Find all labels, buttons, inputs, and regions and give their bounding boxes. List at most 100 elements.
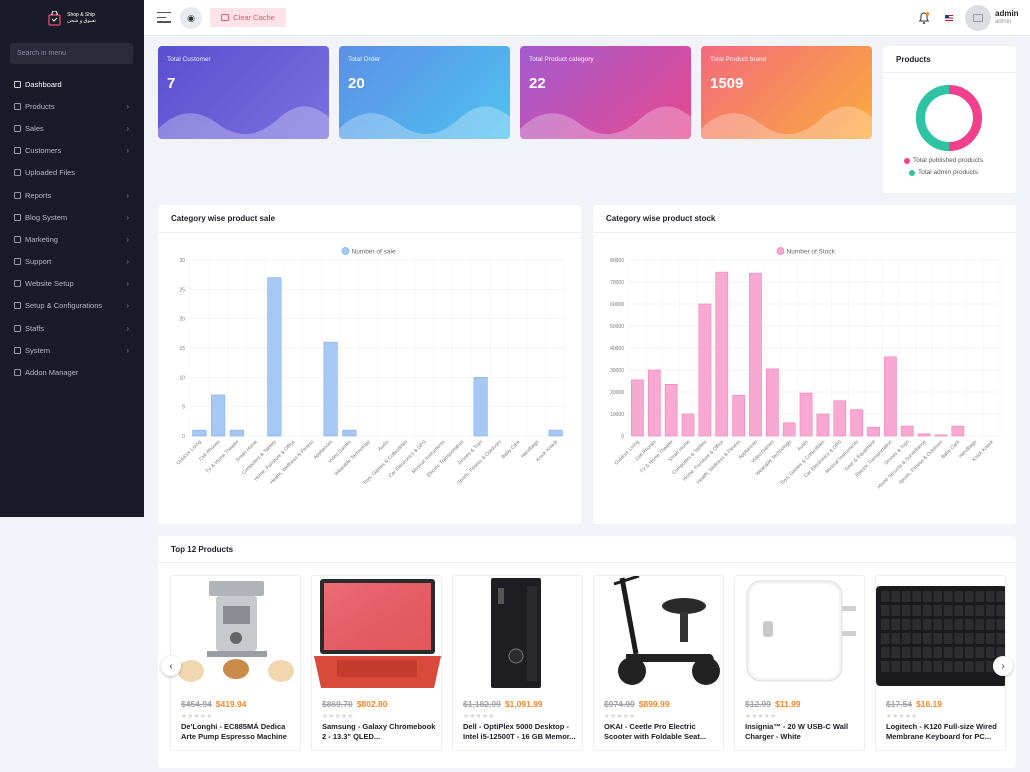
- product-card[interactable]: $1,182.99 $1,091.99 ★★★★★ Dell - OptiPlex 5…: [452, 575, 583, 751]
- bar[interactable]: [323, 341, 338, 437]
- wave-decoration: [520, 106, 691, 139]
- product-name[interactable]: Logitech - K120 Full-size Wired Membrane…: [886, 722, 997, 741]
- bar[interactable]: [715, 271, 729, 437]
- product-name[interactable]: Samsung - Galaxy Chromebook 2 - 13.3" QL…: [322, 722, 436, 741]
- stat-card-0[interactable]: Total Customer 7: [158, 46, 329, 139]
- products-donut-chart: [915, 84, 982, 151]
- sidebar-item-addon-manager[interactable]: Addon Manager: [0, 361, 144, 383]
- stat-card-2[interactable]: Total Product category 22: [520, 46, 691, 139]
- bar[interactable]: [229, 429, 244, 437]
- bar[interactable]: [749, 272, 762, 437]
- bar[interactable]: [934, 434, 948, 437]
- bar[interactable]: [816, 413, 830, 437]
- bar[interactable]: [631, 379, 644, 437]
- product-image[interactable]: [735, 576, 865, 691]
- support-icon: [14, 258, 21, 266]
- carousel-next-button[interactable]: ›: [993, 656, 1013, 676]
- chevron-right-icon: ›: [126, 146, 129, 156]
- sidebar-item-support[interactable]: Support ›: [0, 251, 144, 273]
- y-tick-label: 80000: [610, 258, 624, 264]
- sidebar-item-uploaded-files[interactable]: Uploaded Files: [0, 162, 144, 184]
- bar[interactable]: [765, 368, 779, 437]
- bar[interactable]: [900, 425, 914, 437]
- stat-value: 20: [348, 75, 365, 92]
- product-image[interactable]: [876, 576, 1006, 691]
- sale-chart-title: Category wise product sale: [171, 214, 276, 223]
- bar[interactable]: [884, 356, 897, 437]
- sidebar-item-products[interactable]: Products ›: [0, 95, 144, 117]
- sidebar-item-system[interactable]: System ›: [0, 339, 144, 361]
- legend-dot: [904, 157, 910, 164]
- sidebar: Shop & Ship تسوق و شحن Dashboard Products…: [0, 0, 144, 517]
- product-image[interactable]: [171, 576, 301, 691]
- product-name[interactable]: OKAI - Ceetle Pro Electric Scooter with …: [604, 722, 707, 741]
- sidebar-item-website-setup[interactable]: Website Setup ›: [0, 273, 144, 295]
- bar[interactable]: [211, 394, 226, 437]
- bar[interactable]: [698, 303, 712, 437]
- x-tick-label: Computers & Tablets: [241, 439, 278, 476]
- bar[interactable]: [782, 422, 796, 437]
- sidebar-item-reports[interactable]: Reports ›: [0, 184, 144, 206]
- sale-bar-chart: Number of sale 0 5 10 15 20 25 30 Outdoor Living…: [176, 247, 566, 486]
- bar[interactable]: [192, 429, 207, 437]
- globe-icon[interactable]: ◉: [180, 7, 202, 29]
- bar[interactable]: [681, 413, 695, 437]
- y-tick-label: 30: [179, 258, 185, 264]
- stat-card-1[interactable]: Total Order 20: [339, 46, 510, 139]
- avatar[interactable]: [965, 5, 991, 31]
- bar[interactable]: [647, 369, 661, 437]
- bar[interactable]: [732, 395, 745, 437]
- product-card[interactable]: $974.99 $899.99 ★★★★★ OKAI - Ceetle Pro Ele…: [593, 575, 724, 751]
- product-old-price: $869.70: [322, 699, 353, 709]
- brand-logo[interactable]: Shop & Ship تسوق و شحن: [0, 0, 144, 36]
- sidebar-item-marketing[interactable]: Marketing ›: [0, 228, 144, 250]
- bar[interactable]: [664, 384, 678, 437]
- legend-swatch: [776, 247, 785, 255]
- chevron-right-icon: ›: [126, 323, 129, 333]
- product-image[interactable]: [453, 576, 583, 691]
- sidebar-item-customers[interactable]: Customers ›: [0, 140, 144, 162]
- language-flag-icon[interactable]: [945, 15, 953, 21]
- bar[interactable]: [342, 429, 357, 437]
- bar[interactable]: [267, 277, 282, 437]
- product-card[interactable]: $12.99 $11.99 ★★★★★ Insignia™ - 20 W USB-C …: [734, 575, 865, 751]
- sidebar-item-sales[interactable]: Sales ›: [0, 117, 144, 139]
- sidebar-item-staffs[interactable]: Staffs ›: [0, 317, 144, 339]
- sidebar-item-blog-system[interactable]: Blog System ›: [0, 206, 144, 228]
- product-prices: $1,182.99 $1,091.99: [463, 699, 543, 709]
- product-card[interactable]: $17.54 $16.19 ★★★★★ Logitech - K120 Full-si…: [875, 575, 1006, 751]
- product-name[interactable]: Insignia™ - 20 W USB-C Wall Charger - Wh…: [745, 722, 849, 741]
- bar[interactable]: [850, 409, 864, 437]
- product-card[interactable]: $869.70 $802.80 ★★★★★ Samsung - Galaxy Chro…: [311, 575, 442, 751]
- bar[interactable]: [833, 400, 847, 437]
- menu-toggle-icon[interactable]: [157, 12, 171, 23]
- stat-card-3[interactable]: Total Product brand 1509: [701, 46, 872, 139]
- chevron-right-icon: ›: [126, 301, 129, 311]
- product-card[interactable]: $454.94 $419.94 ★★★★★ De'Longhi - EC885MÁ D…: [170, 575, 301, 751]
- clear-cache-button[interactable]: Clear Cache: [210, 8, 286, 27]
- product-image[interactable]: [312, 576, 442, 691]
- sidebar-item-setup-configurations[interactable]: Setup & Configurations ›: [0, 295, 144, 317]
- sidebar-item-label: System: [25, 345, 51, 355]
- sidebar-item-dashboard[interactable]: Dashboard: [0, 73, 144, 95]
- bar[interactable]: [548, 429, 563, 437]
- stat-label: Total Product brand: [710, 56, 767, 63]
- donut-slice-published: [948, 85, 982, 151]
- website-icon: [14, 280, 21, 288]
- product-name[interactable]: Dell - OptiPlex 5000 Desktop - Intel i5-…: [463, 722, 576, 741]
- bar[interactable]: [867, 426, 880, 437]
- bar[interactable]: [473, 377, 488, 437]
- bar[interactable]: [917, 433, 931, 437]
- system-icon: [14, 346, 21, 354]
- notification-bell-icon[interactable]: [919, 12, 929, 24]
- bar[interactable]: [951, 425, 965, 437]
- user-name[interactable]: admin: [995, 9, 1019, 18]
- carousel-prev-button[interactable]: ‹: [161, 656, 181, 676]
- product-old-price: $454.94: [181, 699, 212, 709]
- bar[interactable]: [799, 392, 813, 437]
- product-image[interactable]: [594, 576, 724, 691]
- menu-search-input[interactable]: [10, 43, 133, 64]
- settings-icon: [14, 302, 21, 310]
- x-tick-label: Musical Instruments: [411, 439, 447, 475]
- product-name[interactable]: De'Longhi - EC885MÁ Dedica Arte Pump Esp…: [181, 722, 287, 741]
